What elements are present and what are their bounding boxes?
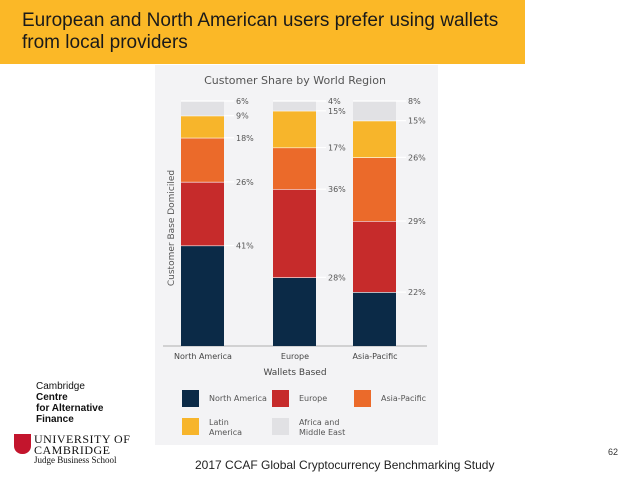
data-label: 18% bbox=[236, 134, 254, 143]
legend-swatch bbox=[182, 418, 199, 435]
bar-segment bbox=[273, 189, 316, 278]
data-label: 6% bbox=[236, 97, 249, 106]
data-label: 36% bbox=[328, 185, 346, 194]
legend-label: Africa and bbox=[299, 418, 339, 427]
legend-label: Middle East bbox=[299, 428, 345, 437]
data-label: 15% bbox=[328, 107, 346, 116]
ccaf-logo-line: Centre bbox=[36, 392, 68, 403]
data-label: 28% bbox=[328, 273, 346, 282]
footer-study-name: 2017 CCAF Global Cryptocurrency Benchmar… bbox=[195, 458, 495, 472]
legend-swatch bbox=[354, 390, 371, 407]
bar-segment bbox=[181, 181, 224, 246]
slide-title: European and North American users prefer… bbox=[22, 10, 499, 53]
data-label: 17% bbox=[328, 144, 346, 153]
data-label: 4% bbox=[328, 97, 341, 106]
cambridge-logo-line: CAMBRIDGE bbox=[34, 443, 111, 457]
bar-segment bbox=[353, 101, 396, 121]
cambridge-logo-line: UNIVERSITY OF bbox=[34, 432, 131, 446]
bar-segment bbox=[181, 101, 224, 116]
bar-segment bbox=[273, 110, 316, 148]
university-shield-icon bbox=[14, 434, 31, 454]
bar-segment bbox=[353, 221, 396, 293]
bar-segment bbox=[181, 245, 224, 346]
data-label: 22% bbox=[408, 288, 426, 297]
ccaf-logo: Cambridge Centre for Alternative Finance bbox=[36, 381, 103, 425]
legend-label: Asia-Pacific bbox=[381, 394, 426, 403]
title-band bbox=[0, 0, 525, 64]
legend-swatch bbox=[182, 390, 199, 407]
bar-segment bbox=[181, 137, 224, 182]
ccaf-logo-line: Cambridge bbox=[36, 381, 85, 392]
x-tick-label: Asia-Pacific bbox=[352, 352, 397, 361]
data-label: 26% bbox=[236, 178, 254, 187]
data-label: 41% bbox=[236, 242, 254, 251]
bar-segment bbox=[353, 292, 396, 346]
legend-swatch bbox=[272, 418, 289, 435]
data-label: 29% bbox=[408, 217, 426, 226]
data-label: 15% bbox=[408, 117, 426, 126]
x-tick-label: North America bbox=[174, 352, 232, 361]
bar-segment bbox=[353, 157, 396, 222]
legend-label: North America bbox=[209, 394, 267, 403]
bar-segment bbox=[273, 101, 316, 111]
y-axis-label: Customer Base Domiciled bbox=[167, 170, 177, 286]
bar-segment bbox=[181, 115, 224, 138]
legend-label: Latin bbox=[209, 418, 229, 427]
legend-swatch bbox=[272, 390, 289, 407]
bar-segment bbox=[273, 147, 316, 190]
legend-label: America bbox=[209, 428, 242, 437]
bar-segment bbox=[353, 120, 396, 158]
data-label: 26% bbox=[408, 153, 426, 162]
data-label: 8% bbox=[408, 97, 421, 106]
bar-segment bbox=[273, 277, 316, 346]
page-number: 62 bbox=[608, 447, 619, 457]
legend-label: Europe bbox=[299, 394, 327, 403]
x-tick-label: Europe bbox=[281, 352, 309, 361]
cambridge-logo-line: Judge Business School bbox=[34, 455, 117, 465]
x-axis-label: Wallets Based bbox=[263, 368, 326, 378]
ccaf-logo-line: Finance bbox=[36, 414, 74, 425]
chart-title: Customer Share by World Region bbox=[204, 74, 386, 87]
ccaf-logo-line: for Alternative bbox=[36, 403, 104, 414]
data-label: 9% bbox=[236, 112, 249, 121]
